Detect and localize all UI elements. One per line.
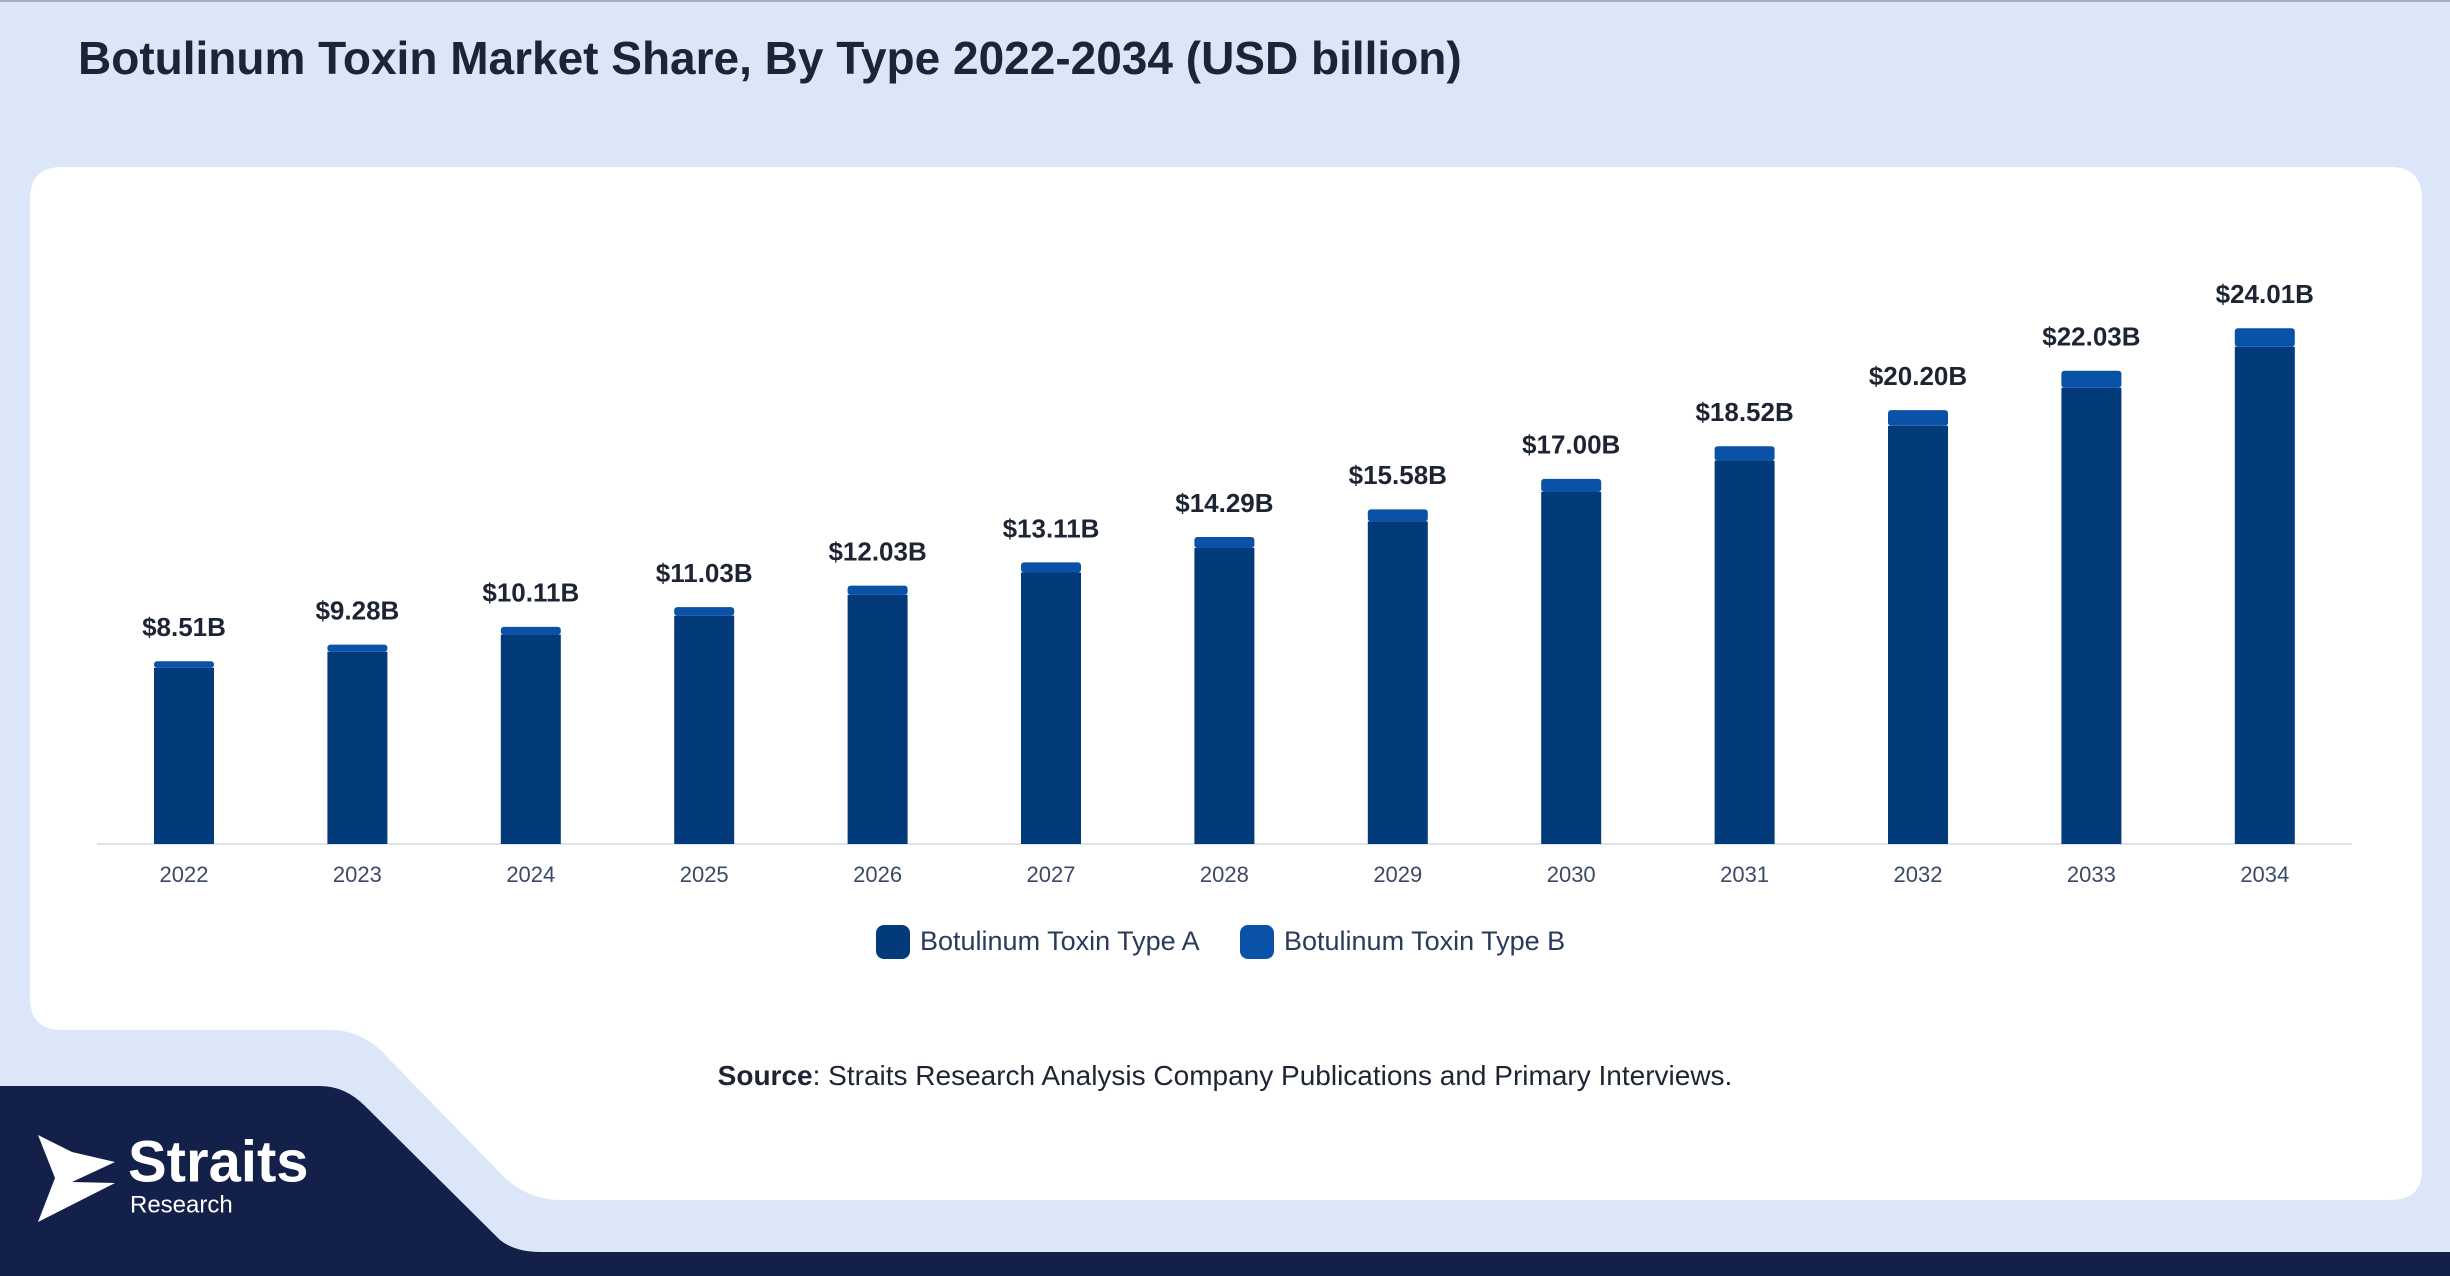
total-label: $15.58B bbox=[1349, 460, 1447, 490]
bar-segment bbox=[847, 594, 908, 844]
bar-segment bbox=[1021, 562, 1081, 573]
bar-segment bbox=[1367, 509, 1428, 522]
x-tick-label: 2029 bbox=[1373, 862, 1422, 887]
bar-segment bbox=[2234, 346, 2295, 844]
footer-band bbox=[0, 1086, 2450, 1276]
x-tick-label: 2026 bbox=[853, 862, 902, 887]
legend-swatch bbox=[1240, 925, 1274, 959]
bar-segment bbox=[847, 585, 908, 595]
logo-name: Straits bbox=[128, 1129, 309, 1194]
total-label: $14.29B bbox=[1175, 488, 1273, 518]
bar-segment bbox=[1367, 521, 1428, 844]
x-tick-label: 2027 bbox=[1027, 862, 1076, 887]
x-tick-label: 2024 bbox=[506, 862, 555, 887]
bar-segment bbox=[1541, 491, 1602, 844]
x-tick-label: 2028 bbox=[1200, 862, 1249, 887]
x-tick-label: 2022 bbox=[160, 862, 209, 887]
source-label: Source bbox=[718, 1060, 813, 1091]
bar-segment bbox=[674, 615, 735, 844]
x-tick-label: 2033 bbox=[2067, 862, 2116, 887]
bar-segment bbox=[500, 626, 561, 635]
total-label: $13.11B bbox=[1003, 513, 1100, 543]
total-label: $24.01B bbox=[2216, 279, 2314, 309]
top-rule bbox=[0, 0, 2450, 2]
bar-segment bbox=[2061, 370, 2122, 388]
total-label: $20.20B bbox=[1869, 361, 1967, 391]
bar-segment bbox=[500, 634, 561, 844]
bar-segment bbox=[327, 644, 388, 652]
x-tick-label: 2034 bbox=[2240, 862, 2289, 887]
total-label: $22.03B bbox=[2042, 322, 2140, 352]
source-text: : Straits Research Analysis Company Publ… bbox=[813, 1060, 1733, 1091]
bar-segment bbox=[154, 667, 214, 844]
bar-segment bbox=[1194, 548, 1255, 844]
total-label: $18.52B bbox=[1695, 397, 1793, 427]
bar-segment bbox=[1021, 572, 1081, 844]
legend-swatch bbox=[876, 925, 910, 959]
bar-segment bbox=[674, 607, 735, 616]
x-tick-label: 2031 bbox=[1720, 862, 1769, 887]
total-label: $10.11B bbox=[482, 578, 579, 608]
bar-segment bbox=[327, 651, 388, 844]
x-tick-label: 2030 bbox=[1547, 862, 1596, 887]
x-tick-label: 2025 bbox=[680, 862, 729, 887]
logo-sub: Research bbox=[130, 1191, 233, 1218]
source: Source: Straits Research Analysis Compan… bbox=[718, 1060, 1733, 1091]
legend-label: Botulinum Toxin Type B bbox=[1284, 926, 1565, 956]
x-tick-label: 2023 bbox=[333, 862, 382, 887]
total-label: $11.03B bbox=[656, 558, 753, 588]
bar-segment bbox=[1194, 537, 1255, 549]
total-label: $9.28B bbox=[315, 596, 399, 626]
bar-segment bbox=[2061, 387, 2122, 844]
bar-segment bbox=[2234, 328, 2295, 347]
logo-icon bbox=[38, 1135, 115, 1222]
total-label: $17.00B bbox=[1522, 430, 1620, 460]
bar-segment bbox=[1714, 460, 1775, 844]
bar-segment bbox=[1888, 410, 1948, 426]
bar-segment bbox=[154, 661, 214, 668]
total-label: $8.51B bbox=[142, 612, 226, 642]
total-label: $12.03B bbox=[828, 536, 926, 566]
chart-title: Botulinum Toxin Market Share, By Type 20… bbox=[78, 32, 1462, 84]
bar-segment bbox=[1714, 446, 1775, 461]
x-tick-label: 2032 bbox=[1894, 862, 1943, 887]
bar-segment bbox=[1888, 425, 1948, 844]
legend-label: Botulinum Toxin Type A bbox=[920, 926, 1200, 956]
bar-segment bbox=[1541, 478, 1602, 492]
